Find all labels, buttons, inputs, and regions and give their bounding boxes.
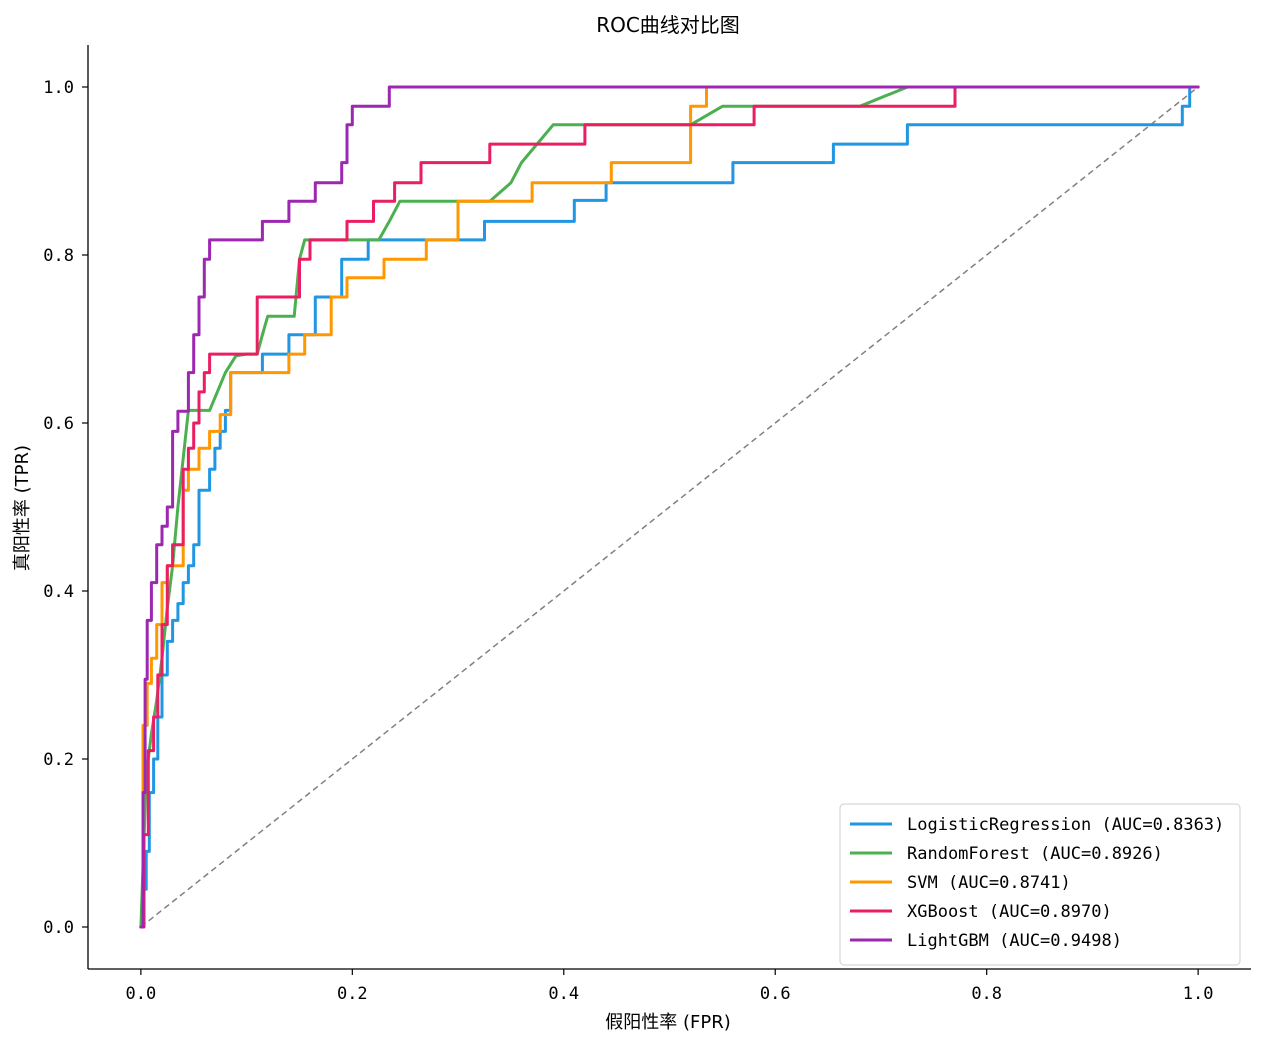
y-axis: 0.0 0.2 0.4 0.6 0.8 1.0: [43, 45, 89, 969]
legend-label-3: XGBoost (AUC=0.8970): [907, 902, 1112, 922]
y-tick-label: 0.6: [43, 414, 74, 434]
y-axis-label: 真阳性率 (TPR): [12, 445, 33, 571]
x-axis: 0.0 0.2 0.4 0.6 0.8 1.0: [88, 968, 1251, 1004]
x-axis-label: 假阳性率 (FPR): [605, 1012, 730, 1033]
legend-label-4: LightGBM (AUC=0.9498): [907, 931, 1122, 951]
legend-label-1: RandomForest (AUC=0.8926): [907, 844, 1163, 864]
y-tick-label: 0.4: [43, 582, 74, 602]
plot-area: [139, 85, 1200, 929]
series-line-2: [139, 85, 1200, 929]
x-tick-label: 0.6: [760, 984, 791, 1004]
x-tick-label: 0.4: [548, 984, 579, 1004]
x-tick-label: 1.0: [1183, 984, 1214, 1004]
series-line-4: [139, 85, 1200, 929]
chart-title: ROC曲线对比图: [596, 13, 740, 37]
legend-box: [839, 803, 1241, 966]
x-tick-label: 0.2: [337, 984, 368, 1004]
legend: LogisticRegression (AUC=0.8363) RandomFor…: [839, 803, 1241, 966]
y-tick-label: 0.0: [43, 918, 74, 938]
series-line-1: [139, 85, 1200, 929]
diagonal-reference-line: [140, 86, 1199, 928]
y-tick-label: 1.0: [43, 78, 74, 98]
x-tick-label: 0.8: [971, 984, 1002, 1004]
legend-label-2: SVM (AUC=0.8741): [907, 873, 1071, 893]
x-tick-label: 0.0: [126, 984, 157, 1004]
y-tick-label: 0.2: [43, 750, 74, 770]
y-tick-label: 0.8: [43, 246, 74, 266]
series-line-3: [139, 85, 1200, 929]
legend-label-0: LogisticRegression (AUC=0.8363): [907, 815, 1224, 835]
